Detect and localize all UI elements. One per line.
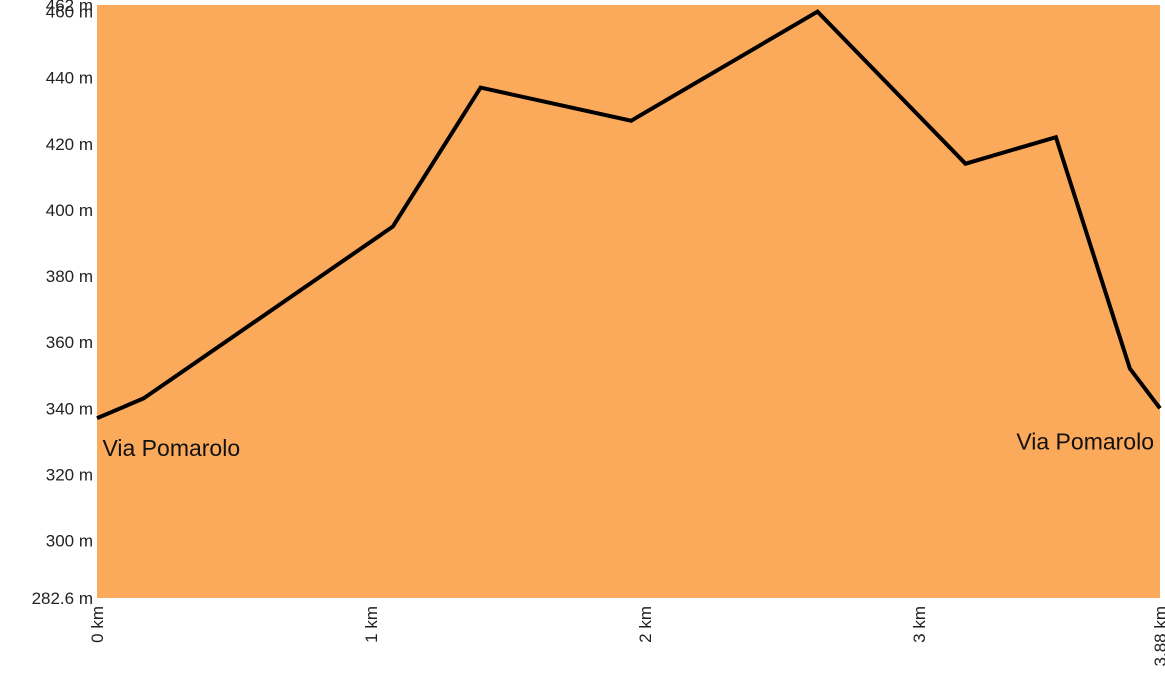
- y-tick-label: 380 m: [46, 267, 93, 286]
- y-tick-label: 300 m: [46, 531, 93, 550]
- elevation-line: [96, 9, 1162, 421]
- y-tick-label: 462 m: [46, 0, 93, 15]
- x-tick-label: 2 km: [636, 606, 655, 643]
- x-tick-label: 3 km: [910, 606, 929, 643]
- x-axis-ticks: 0 km 1 km 2 km 3 km 3.88 km: [88, 606, 1165, 666]
- y-tick-label: 340 m: [46, 399, 93, 418]
- y-tick-label: 282.6 m: [32, 589, 93, 608]
- x-tick-label: 0 km: [88, 606, 107, 643]
- annotation-label: Via Pomarolo: [102, 435, 240, 461]
- annotations: Via PomaroloMadonna Regina della PaceVia…: [102, 428, 1154, 461]
- y-tick-label: 420 m: [46, 135, 93, 154]
- y-tick-label: 460 m: [46, 3, 93, 22]
- y-axis-ticks: 282.6 m 300 m 320 m 340 m 360 m 380 m 400 m 420…: [32, 0, 93, 608]
- x-tick-label: 1 km: [362, 606, 381, 643]
- series-group: [96, 9, 1162, 421]
- annotation-label: Via Pomarolo: [1016, 428, 1154, 454]
- y-tick-label: 360 m: [46, 333, 93, 352]
- y-tick-label: 440 m: [46, 69, 93, 88]
- x-tick-label: 3.88 km: [1151, 606, 1165, 666]
- y-tick-label: 400 m: [46, 201, 93, 220]
- y-tick-label: 320 m: [46, 465, 93, 484]
- plot-area: [97, 5, 1160, 598]
